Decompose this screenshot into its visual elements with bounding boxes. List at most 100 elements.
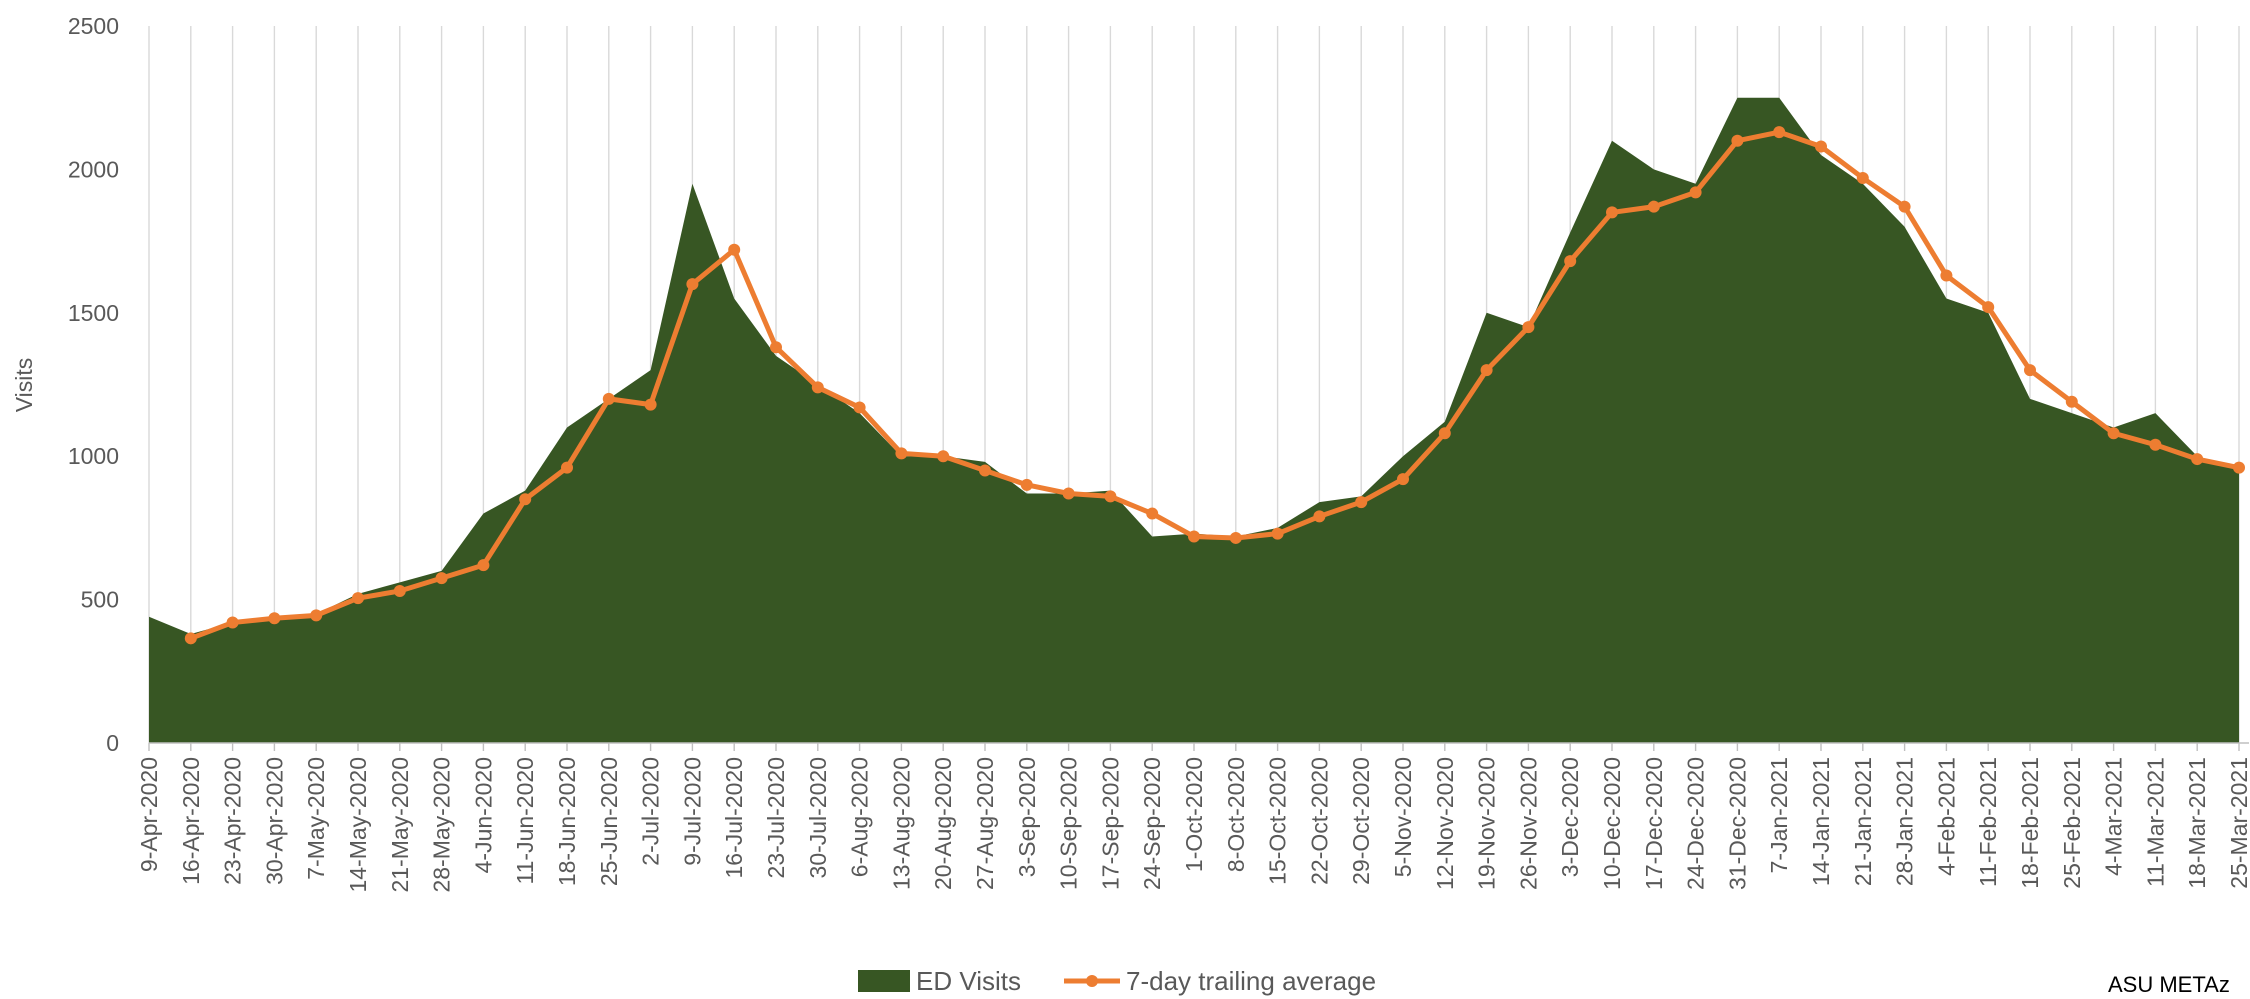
x-tick-label: 25-Mar-2021 (2226, 757, 2250, 889)
x-tick-label: 18-Jun-2020 (554, 757, 580, 886)
trend-marker (352, 592, 364, 605)
x-tick-label: 24-Sep-2020 (1139, 757, 1165, 890)
x-tick-label: 2-Jul-2020 (638, 757, 664, 866)
x-tick-label: 28-Jan-2021 (1892, 757, 1918, 886)
legend-label: 7-day trailing average (1126, 966, 1376, 996)
trend-marker (811, 381, 824, 394)
x-tick-label: 20-Aug-2020 (930, 757, 956, 890)
trend-marker (1689, 186, 1702, 199)
x-tick-label: 14-Jan-2021 (1808, 757, 1834, 886)
trend-marker (1104, 490, 1117, 503)
x-tick-label: 4-Jun-2020 (470, 757, 496, 873)
trend-marker (770, 341, 782, 354)
trend-line (189, 129, 2240, 641)
x-tick-label: 30-Apr-2020 (261, 757, 287, 885)
trend-marker (1480, 364, 1493, 377)
trend-marker (686, 278, 699, 291)
x-tick-label: 16-Apr-2020 (178, 757, 204, 885)
x-tick-label: 23-Jul-2020 (763, 757, 789, 878)
trend-marker (1564, 255, 1577, 268)
trend-marker (1522, 321, 1535, 334)
legend-label: ED Visits (916, 966, 1021, 996)
x-tick-label: 7-May-2020 (303, 757, 329, 880)
x-tick-label: 27-Aug-2020 (972, 757, 998, 890)
x-tick-label: 6-Aug-2020 (847, 757, 873, 877)
y-tick-label: 1000 (68, 443, 119, 469)
x-tick-label: 15-Oct-2020 (1265, 757, 1291, 885)
x-tick-label: 18-Feb-2021 (2017, 757, 2043, 889)
trend-marker (1062, 487, 1075, 500)
x-tick-label: 14-May-2020 (345, 757, 371, 893)
trend-marker (2107, 427, 2120, 440)
trend-marker (1271, 527, 1284, 540)
x-tick-label: 29-Oct-2020 (1348, 757, 1374, 885)
x-tick-label: 31-Dec-2020 (1724, 757, 1750, 890)
x-tick-label: 19-Nov-2020 (1474, 757, 1500, 890)
trend-marker (1647, 200, 1660, 213)
x-tick-label: 28-May-2020 (429, 757, 455, 893)
trend-marker (1606, 206, 1618, 219)
x-tick-label: 17-Dec-2020 (1641, 757, 1667, 890)
x-tick-label: 4-Mar-2021 (2101, 757, 2127, 876)
trend-marker (1438, 427, 1451, 440)
x-tick-label: 9-Apr-2020 (136, 757, 162, 872)
trend-marker (853, 401, 866, 414)
x-tick-label: 11-Jun-2020 (512, 757, 538, 884)
y-tick-label: 0 (106, 730, 119, 756)
x-tick-label: 11-Feb-2021 (1975, 757, 2001, 887)
trend-marker (477, 559, 490, 572)
x-tick-label: 3-Sep-2020 (1014, 757, 1040, 877)
x-tick-label: 21-Jan-2021 (1850, 757, 1876, 886)
legend-swatch (1086, 975, 1098, 987)
trend-marker (184, 632, 197, 645)
trend-marker (1773, 126, 1786, 139)
x-tick-label: 26-Nov-2020 (1515, 757, 1541, 890)
source-note: ASU METAz (2108, 972, 2230, 997)
x-tick-label: 1-Oct-2020 (1181, 757, 1207, 872)
x-tick-label: 9-Jul-2020 (679, 757, 705, 866)
trend-marker (602, 392, 615, 405)
x-tick-label: 5-Nov-2020 (1390, 757, 1416, 877)
trend-marker (1355, 496, 1368, 509)
x-tick-label: 18-Mar-2021 (2184, 757, 2210, 889)
y-tick-label: 1500 (68, 300, 119, 326)
x-tick-label: 10-Dec-2020 (1599, 757, 1625, 890)
y-tick-label: 2000 (68, 156, 119, 182)
y-tick-label: 2500 (68, 13, 119, 39)
trend-marker (435, 572, 448, 585)
trend-marker (2149, 438, 2162, 451)
x-tick-label: 16-Jul-2020 (721, 757, 747, 878)
trend-marker (1146, 507, 1159, 520)
y-axis-label: Visits (11, 358, 37, 413)
trend-marker (2191, 453, 2204, 466)
trend-marker (393, 584, 406, 597)
trend-marker (937, 450, 950, 463)
trend-marker (2233, 461, 2245, 474)
x-tick-label: 23-Apr-2020 (220, 757, 246, 885)
x-tick-label: 25-Feb-2021 (2059, 757, 2085, 889)
x-tick-label: 25-Jun-2020 (596, 757, 622, 886)
x-tick-label: 4-Feb-2021 (1933, 757, 1959, 876)
trend-marker (2065, 395, 2078, 408)
x-tick-label: 11-Mar-2021 (2142, 757, 2168, 887)
trend-marker (1940, 269, 1953, 282)
x-tick-label: 22-Oct-2020 (1306, 757, 1332, 885)
trend-marker (1188, 530, 1200, 543)
trend-marker (1815, 140, 1827, 153)
trend-marker (226, 616, 239, 629)
legend-swatch (858, 970, 910, 992)
trend-marker (2024, 364, 2036, 377)
trend-marker (310, 609, 323, 622)
trend-marker (1982, 301, 1995, 314)
trend-marker (1229, 531, 1242, 544)
trend-marker (561, 461, 573, 474)
trend-marker (895, 447, 908, 460)
trend-marker (1731, 134, 1744, 147)
y-tick-label: 500 (81, 587, 119, 613)
trend-marker (728, 243, 741, 256)
trend-marker (1313, 510, 1326, 523)
x-tick-label: 8-Oct-2020 (1223, 757, 1249, 872)
trend-marker (644, 398, 657, 411)
x-tick-label: 13-Aug-2020 (888, 757, 914, 890)
